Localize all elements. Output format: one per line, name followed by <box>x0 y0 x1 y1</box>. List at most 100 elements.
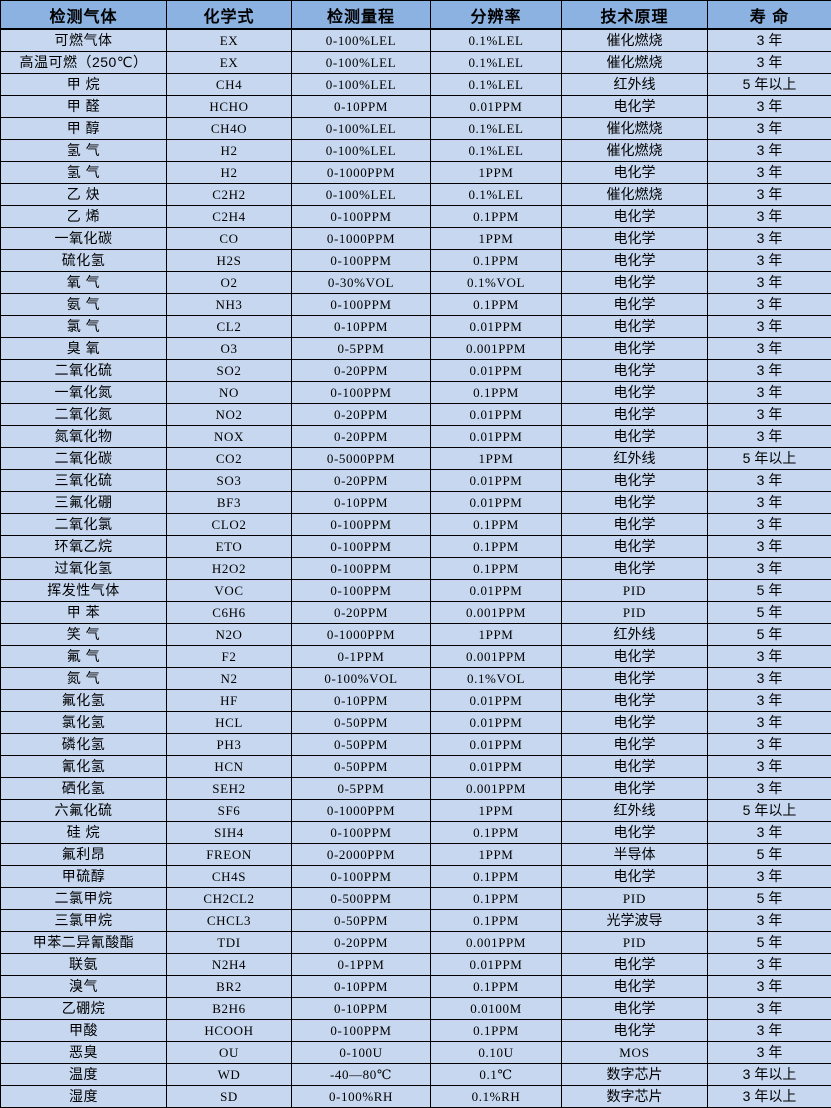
cell-gas: 甲酸 <box>1 1020 167 1042</box>
cell-range: 0-1PPM <box>292 954 431 976</box>
cell-gas: 笑 气 <box>1 624 167 646</box>
cell-range: 0-20PPM <box>292 404 431 426</box>
cell-formula: CH2CL2 <box>167 888 292 910</box>
cell-formula: C6H6 <box>167 602 292 624</box>
cell-principle: 红外线 <box>562 800 708 822</box>
cell-formula: H2S <box>167 250 292 272</box>
cell-formula: N2 <box>167 668 292 690</box>
cell-range: 0-100PPM <box>292 536 431 558</box>
cell-resolution: 0.10U <box>431 1042 562 1064</box>
cell-range: 0-100PPM <box>292 294 431 316</box>
cell-gas: 二氧化氯 <box>1 514 167 536</box>
cell-gas: 二氧化氮 <box>1 404 167 426</box>
cell-gas: 环氧乙烷 <box>1 536 167 558</box>
cell-life: 3 年 <box>708 536 831 558</box>
cell-resolution: 0.01PPM <box>431 426 562 448</box>
cell-range: 0-30%VOL <box>292 272 431 294</box>
cell-formula: H2 <box>167 140 292 162</box>
cell-resolution: 0.01PPM <box>431 470 562 492</box>
cell-resolution: 0.1%VOL <box>431 272 562 294</box>
cell-gas: 一氧化碳 <box>1 228 167 250</box>
cell-principle: 电化学 <box>562 734 708 756</box>
cell-principle: 电化学 <box>562 558 708 580</box>
cell-formula: N2O <box>167 624 292 646</box>
cell-principle: 电化学 <box>562 690 708 712</box>
cell-resolution: 0.01PPM <box>431 954 562 976</box>
cell-principle: 电化学 <box>562 250 708 272</box>
cell-formula: B2H6 <box>167 998 292 1020</box>
cell-resolution: 0.001PPM <box>431 778 562 800</box>
cell-principle: 电化学 <box>562 976 708 998</box>
cell-range: 0-100PPM <box>292 382 431 404</box>
cell-gas: 氯化氢 <box>1 712 167 734</box>
cell-formula: C2H4 <box>167 206 292 228</box>
cell-range: 0-100PPM <box>292 250 431 272</box>
cell-formula: F2 <box>167 646 292 668</box>
cell-gas: 氢 气 <box>1 140 167 162</box>
table-header-row: 检测气体 化学式 检测量程 分辨率 技术原理 寿 命 <box>1 1 831 30</box>
cell-life: 5 年 <box>708 624 831 646</box>
cell-principle: 催化燃烧 <box>562 140 708 162</box>
cell-formula: HF <box>167 690 292 712</box>
cell-principle: 电化学 <box>562 866 708 888</box>
cell-principle: 电化学 <box>562 272 708 294</box>
cell-formula: CLO2 <box>167 514 292 536</box>
cell-range: 0-500PPM <box>292 888 431 910</box>
cell-life: 3 年 <box>708 360 831 382</box>
cell-life: 3 年 <box>708 712 831 734</box>
cell-life: 3 年 <box>708 250 831 272</box>
cell-life: 3 年 <box>708 822 831 844</box>
cell-formula: HCN <box>167 756 292 778</box>
cell-life: 5 年 <box>708 888 831 910</box>
cell-life: 3 年 <box>708 976 831 998</box>
cell-principle: PID <box>562 888 708 910</box>
cell-range: 0-20PPM <box>292 470 431 492</box>
cell-gas: 硫化氢 <box>1 250 167 272</box>
cell-resolution: 0.01PPM <box>431 360 562 382</box>
cell-life: 3 年 <box>708 140 831 162</box>
cell-resolution: 0.1%LEL <box>431 29 562 52</box>
cell-resolution: 0.01PPM <box>431 690 562 712</box>
cell-gas: 氟 气 <box>1 646 167 668</box>
cell-formula: NO2 <box>167 404 292 426</box>
cell-life: 3 年 <box>708 29 831 52</box>
cell-formula: PH3 <box>167 734 292 756</box>
cell-life: 3 年以上 <box>708 1086 831 1108</box>
cell-formula: SO2 <box>167 360 292 382</box>
cell-resolution: 1PPM <box>431 448 562 470</box>
cell-resolution: 0.001PPM <box>431 932 562 954</box>
cell-range: 0-50PPM <box>292 910 431 932</box>
cell-range: 0-5PPM <box>292 778 431 800</box>
cell-resolution: 0.1PPM <box>431 382 562 404</box>
cell-gas: 硅 烷 <box>1 822 167 844</box>
cell-gas: 溴气 <box>1 976 167 998</box>
cell-resolution: 0.1%RH <box>431 1086 562 1108</box>
cell-formula: ETO <box>167 536 292 558</box>
cell-principle: 电化学 <box>562 778 708 800</box>
cell-range: 0-100PPM <box>292 558 431 580</box>
cell-gas: 氮 气 <box>1 668 167 690</box>
cell-principle: PID <box>562 580 708 602</box>
cell-principle: 电化学 <box>562 338 708 360</box>
cell-formula: CO <box>167 228 292 250</box>
